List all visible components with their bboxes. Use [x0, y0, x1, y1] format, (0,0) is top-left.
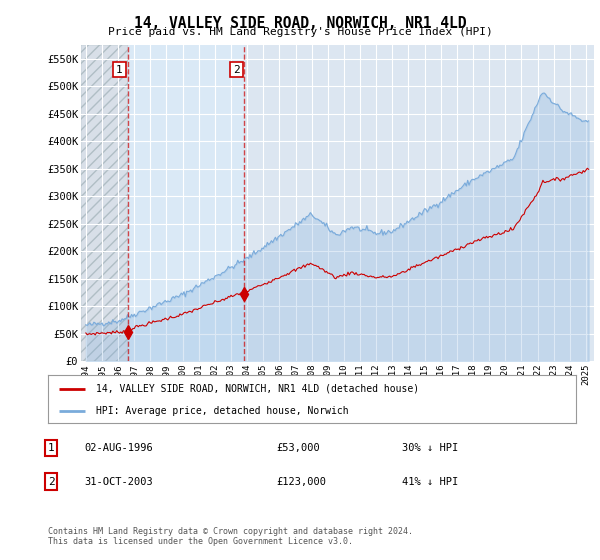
Bar — [81, 45, 128, 361]
Text: 1: 1 — [47, 443, 55, 453]
Text: 30% ↓ HPI: 30% ↓ HPI — [402, 443, 458, 453]
Text: 31-OCT-2003: 31-OCT-2003 — [84, 477, 153, 487]
Text: £123,000: £123,000 — [276, 477, 326, 487]
Text: 41% ↓ HPI: 41% ↓ HPI — [402, 477, 458, 487]
Text: 14, VALLEY SIDE ROAD, NORWICH, NR1 4LD (detached house): 14, VALLEY SIDE ROAD, NORWICH, NR1 4LD (… — [95, 384, 419, 394]
Text: 14, VALLEY SIDE ROAD, NORWICH, NR1 4LD: 14, VALLEY SIDE ROAD, NORWICH, NR1 4LD — [134, 16, 466, 31]
Text: 02-AUG-1996: 02-AUG-1996 — [84, 443, 153, 453]
Text: 2: 2 — [47, 477, 55, 487]
Text: 2: 2 — [233, 64, 240, 74]
Text: 1: 1 — [116, 64, 123, 74]
Text: Price paid vs. HM Land Registry's House Price Index (HPI): Price paid vs. HM Land Registry's House … — [107, 27, 493, 37]
Text: Contains HM Land Registry data © Crown copyright and database right 2024.
This d: Contains HM Land Registry data © Crown c… — [48, 526, 413, 546]
Text: £53,000: £53,000 — [276, 443, 320, 453]
Bar — [128, 45, 244, 361]
Text: HPI: Average price, detached house, Norwich: HPI: Average price, detached house, Norw… — [95, 406, 348, 416]
